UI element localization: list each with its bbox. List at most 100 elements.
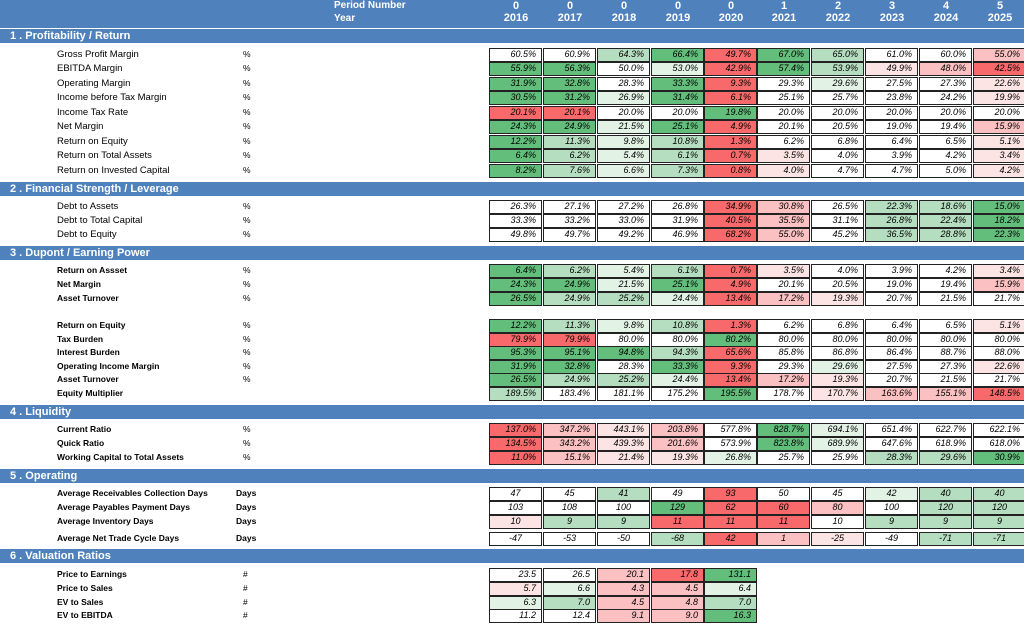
data-cell[interactable]: 19.0% [865,278,918,292]
data-cell[interactable]: 26.5 [543,568,596,582]
data-cell[interactable]: 85.8% [757,346,810,360]
data-cell[interactable]: 129 [651,501,704,515]
data-cell[interactable]: 19.3% [811,292,864,306]
data-cell[interactable]: 35.5% [757,214,810,228]
data-cell[interactable]: 6.8% [811,135,864,149]
data-cell[interactable]: 134.5% [489,437,542,451]
data-cell[interactable]: -50 [597,532,650,546]
data-cell[interactable]: 24.9% [543,278,596,292]
data-cell[interactable]: -25 [811,532,864,546]
data-cell[interactable]: 7.0 [543,596,596,610]
data-cell[interactable]: 18.2% [973,214,1024,228]
data-cell[interactable]: 8.2% [489,164,542,178]
data-cell[interactable]: 5.4% [597,149,650,163]
data-cell[interactable]: 95.3% [489,346,542,360]
data-cell[interactable]: 88.7% [919,346,972,360]
data-cell[interactable]: 622.1% [973,423,1024,437]
data-cell[interactable]: 3.5% [757,149,810,163]
data-cell[interactable]: 25.2% [597,292,650,306]
data-cell[interactable]: 93 [704,487,757,501]
data-cell[interactable]: 55.0% [973,48,1024,62]
data-cell[interactable]: 25.7% [757,451,810,465]
data-cell[interactable]: 25.2% [597,373,650,387]
data-cell[interactable]: 6.2% [543,149,596,163]
data-cell[interactable]: 828.7% [757,423,810,437]
data-cell[interactable]: 21.7% [973,292,1024,306]
data-cell[interactable]: 22.3% [865,200,918,214]
data-cell[interactable]: 443.1% [597,423,650,437]
data-cell[interactable]: 22.6% [973,77,1024,91]
data-cell[interactable]: 6.4% [865,135,918,149]
data-cell[interactable]: 6.5% [919,319,972,333]
data-cell[interactable]: 80.0% [919,333,972,347]
data-cell[interactable]: 31.9% [489,360,542,374]
data-cell[interactable]: 577.8% [704,423,757,437]
data-cell[interactable]: 29.6% [919,451,972,465]
data-cell[interactable]: 21.7% [973,373,1024,387]
data-cell[interactable]: 0.7% [704,149,757,163]
data-cell[interactable]: 20.0% [973,106,1024,120]
data-cell[interactable]: 18.6% [919,200,972,214]
data-cell[interactable]: 25.7% [811,91,864,105]
data-cell[interactable]: 5.0% [919,164,972,178]
data-cell[interactable]: 40.5% [704,214,757,228]
data-cell[interactable]: 24.3% [489,278,542,292]
data-cell[interactable]: 4.9% [704,120,757,134]
data-cell[interactable]: 49.9% [865,62,918,76]
data-cell[interactable]: 26.9% [597,91,650,105]
data-cell[interactable]: 21.5% [919,292,972,306]
data-cell[interactable]: 33.3% [651,360,704,374]
data-cell[interactable]: 15.9% [973,278,1024,292]
data-cell[interactable]: 6.2% [757,135,810,149]
data-cell[interactable]: 9 [597,515,650,529]
data-cell[interactable]: 56.3% [543,62,596,76]
data-cell[interactable]: 60 [757,501,810,515]
data-cell[interactable]: 203.8% [651,423,704,437]
data-cell[interactable]: 80.2% [704,333,757,347]
data-cell[interactable]: 62 [704,501,757,515]
data-cell[interactable]: 4.7% [811,164,864,178]
data-cell[interactable]: 80.0% [597,333,650,347]
data-cell[interactable]: 49.7% [543,228,596,242]
data-cell[interactable]: 4.3 [597,582,650,596]
data-cell[interactable]: 10.8% [651,135,704,149]
data-cell[interactable]: 100 [865,501,918,515]
data-cell[interactable]: 42 [704,532,757,546]
data-cell[interactable]: 86.8% [811,346,864,360]
data-cell[interactable]: 3.9% [865,264,918,278]
data-cell[interactable]: 26.8% [704,451,757,465]
data-cell[interactable]: 7.3% [651,164,704,178]
data-cell[interactable]: 68.2% [704,228,757,242]
data-cell[interactable]: 7.0 [704,596,757,610]
data-cell[interactable]: 95.1% [543,346,596,360]
data-cell[interactable]: 9.0 [651,609,704,623]
data-cell[interactable]: -71 [973,532,1024,546]
data-cell[interactable]: 0.7% [704,264,757,278]
data-cell[interactable]: 55.0% [757,228,810,242]
data-cell[interactable]: 27.2% [597,200,650,214]
data-cell[interactable]: 155.1% [919,387,972,401]
data-cell[interactable]: 30.8% [757,200,810,214]
data-cell[interactable]: 80.0% [651,333,704,347]
data-cell[interactable]: 16.3 [704,609,757,623]
data-cell[interactable]: 20.0% [651,106,704,120]
data-cell[interactable]: 6.3 [489,596,542,610]
data-cell[interactable]: 57.4% [757,62,810,76]
data-cell[interactable]: 20.5% [811,278,864,292]
data-cell[interactable]: 34.9% [704,200,757,214]
data-cell[interactable]: 11.2 [489,609,542,623]
data-cell[interactable]: 20.5% [811,120,864,134]
data-cell[interactable]: 61.0% [865,48,918,62]
data-cell[interactable]: 573.9% [704,437,757,451]
data-cell[interactable]: 120 [919,501,972,515]
data-cell[interactable]: 11 [757,515,810,529]
data-cell[interactable]: 25.1% [651,120,704,134]
data-cell[interactable]: 4.2% [919,149,972,163]
data-cell[interactable]: 6.1% [651,264,704,278]
data-cell[interactable]: 12.2% [489,135,542,149]
data-cell[interactable]: 4.2% [973,164,1024,178]
data-cell[interactable]: 80.0% [811,333,864,347]
data-cell[interactable]: 3.4% [973,149,1024,163]
data-cell[interactable]: 24.9% [543,292,596,306]
data-cell[interactable]: 24.9% [543,120,596,134]
